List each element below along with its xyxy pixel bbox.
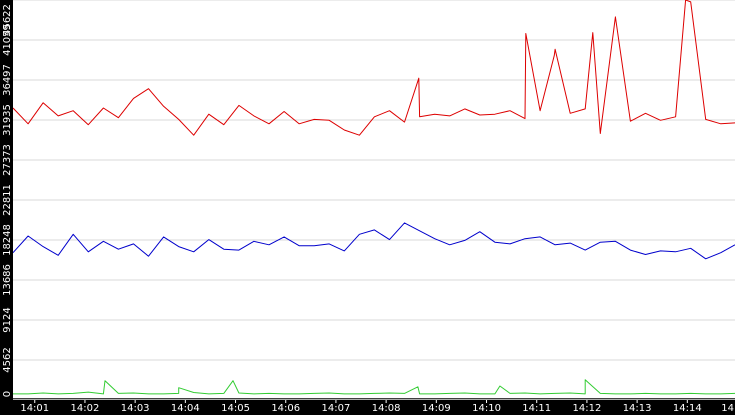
series-2-line: [12, 222, 735, 260]
x-tick-label: 14:06: [271, 403, 300, 414]
series-3-line: [13, 379, 735, 395]
y-tick-label: 0: [2, 391, 13, 397]
y-tick-label: 31935: [2, 104, 13, 136]
x-tick-label: 14:11: [522, 403, 551, 414]
y-axis-ticks: 0 4562 9124 13686 18248 22811 27373 31935 36497 4…: [2, 4, 13, 397]
grid-lines: [13, 0, 735, 401]
x-tick-label: 14:13: [623, 403, 652, 414]
y-tick-label: 18248: [2, 224, 13, 256]
x-axis-ticks: 14:01 14:02 14:03 14:04 14:05 14:06 14:07 14:08…: [20, 400, 734, 414]
x-tick-label: 14:09: [422, 403, 451, 414]
x-axis-band: [0, 400, 735, 415]
x-tick-label: 14: [721, 403, 734, 414]
y-tick-label: 4562: [2, 347, 13, 372]
x-tick-label: 14:04: [171, 403, 200, 414]
y-axis-band: [0, 0, 13, 400]
series-1-line: [12, 0, 735, 136]
x-tick-label: 14:14: [673, 403, 702, 414]
x-tick-label: 14:10: [472, 403, 501, 414]
x-tick-label: 14:07: [322, 403, 351, 414]
y-tick-label: 41059: [2, 24, 13, 56]
y-tick-label: 36497: [2, 64, 13, 96]
x-tick-label: 14:05: [221, 403, 250, 414]
y-tick-label: 9124: [2, 307, 13, 332]
y-tick-label: 13686: [2, 264, 13, 296]
x-tick-label: 14:08: [372, 403, 401, 414]
y-tick-label: 45622: [2, 4, 13, 36]
y-tick-label: 27373: [2, 144, 13, 176]
series-lines: [12, 0, 735, 400]
x-tick-label: 14:03: [121, 403, 150, 414]
y-tick-label: 22811: [2, 184, 13, 216]
x-tick-label: 14:02: [71, 403, 100, 414]
x-tick-label: 14:01: [20, 403, 49, 414]
x-tick-label: 14:12: [573, 403, 602, 414]
